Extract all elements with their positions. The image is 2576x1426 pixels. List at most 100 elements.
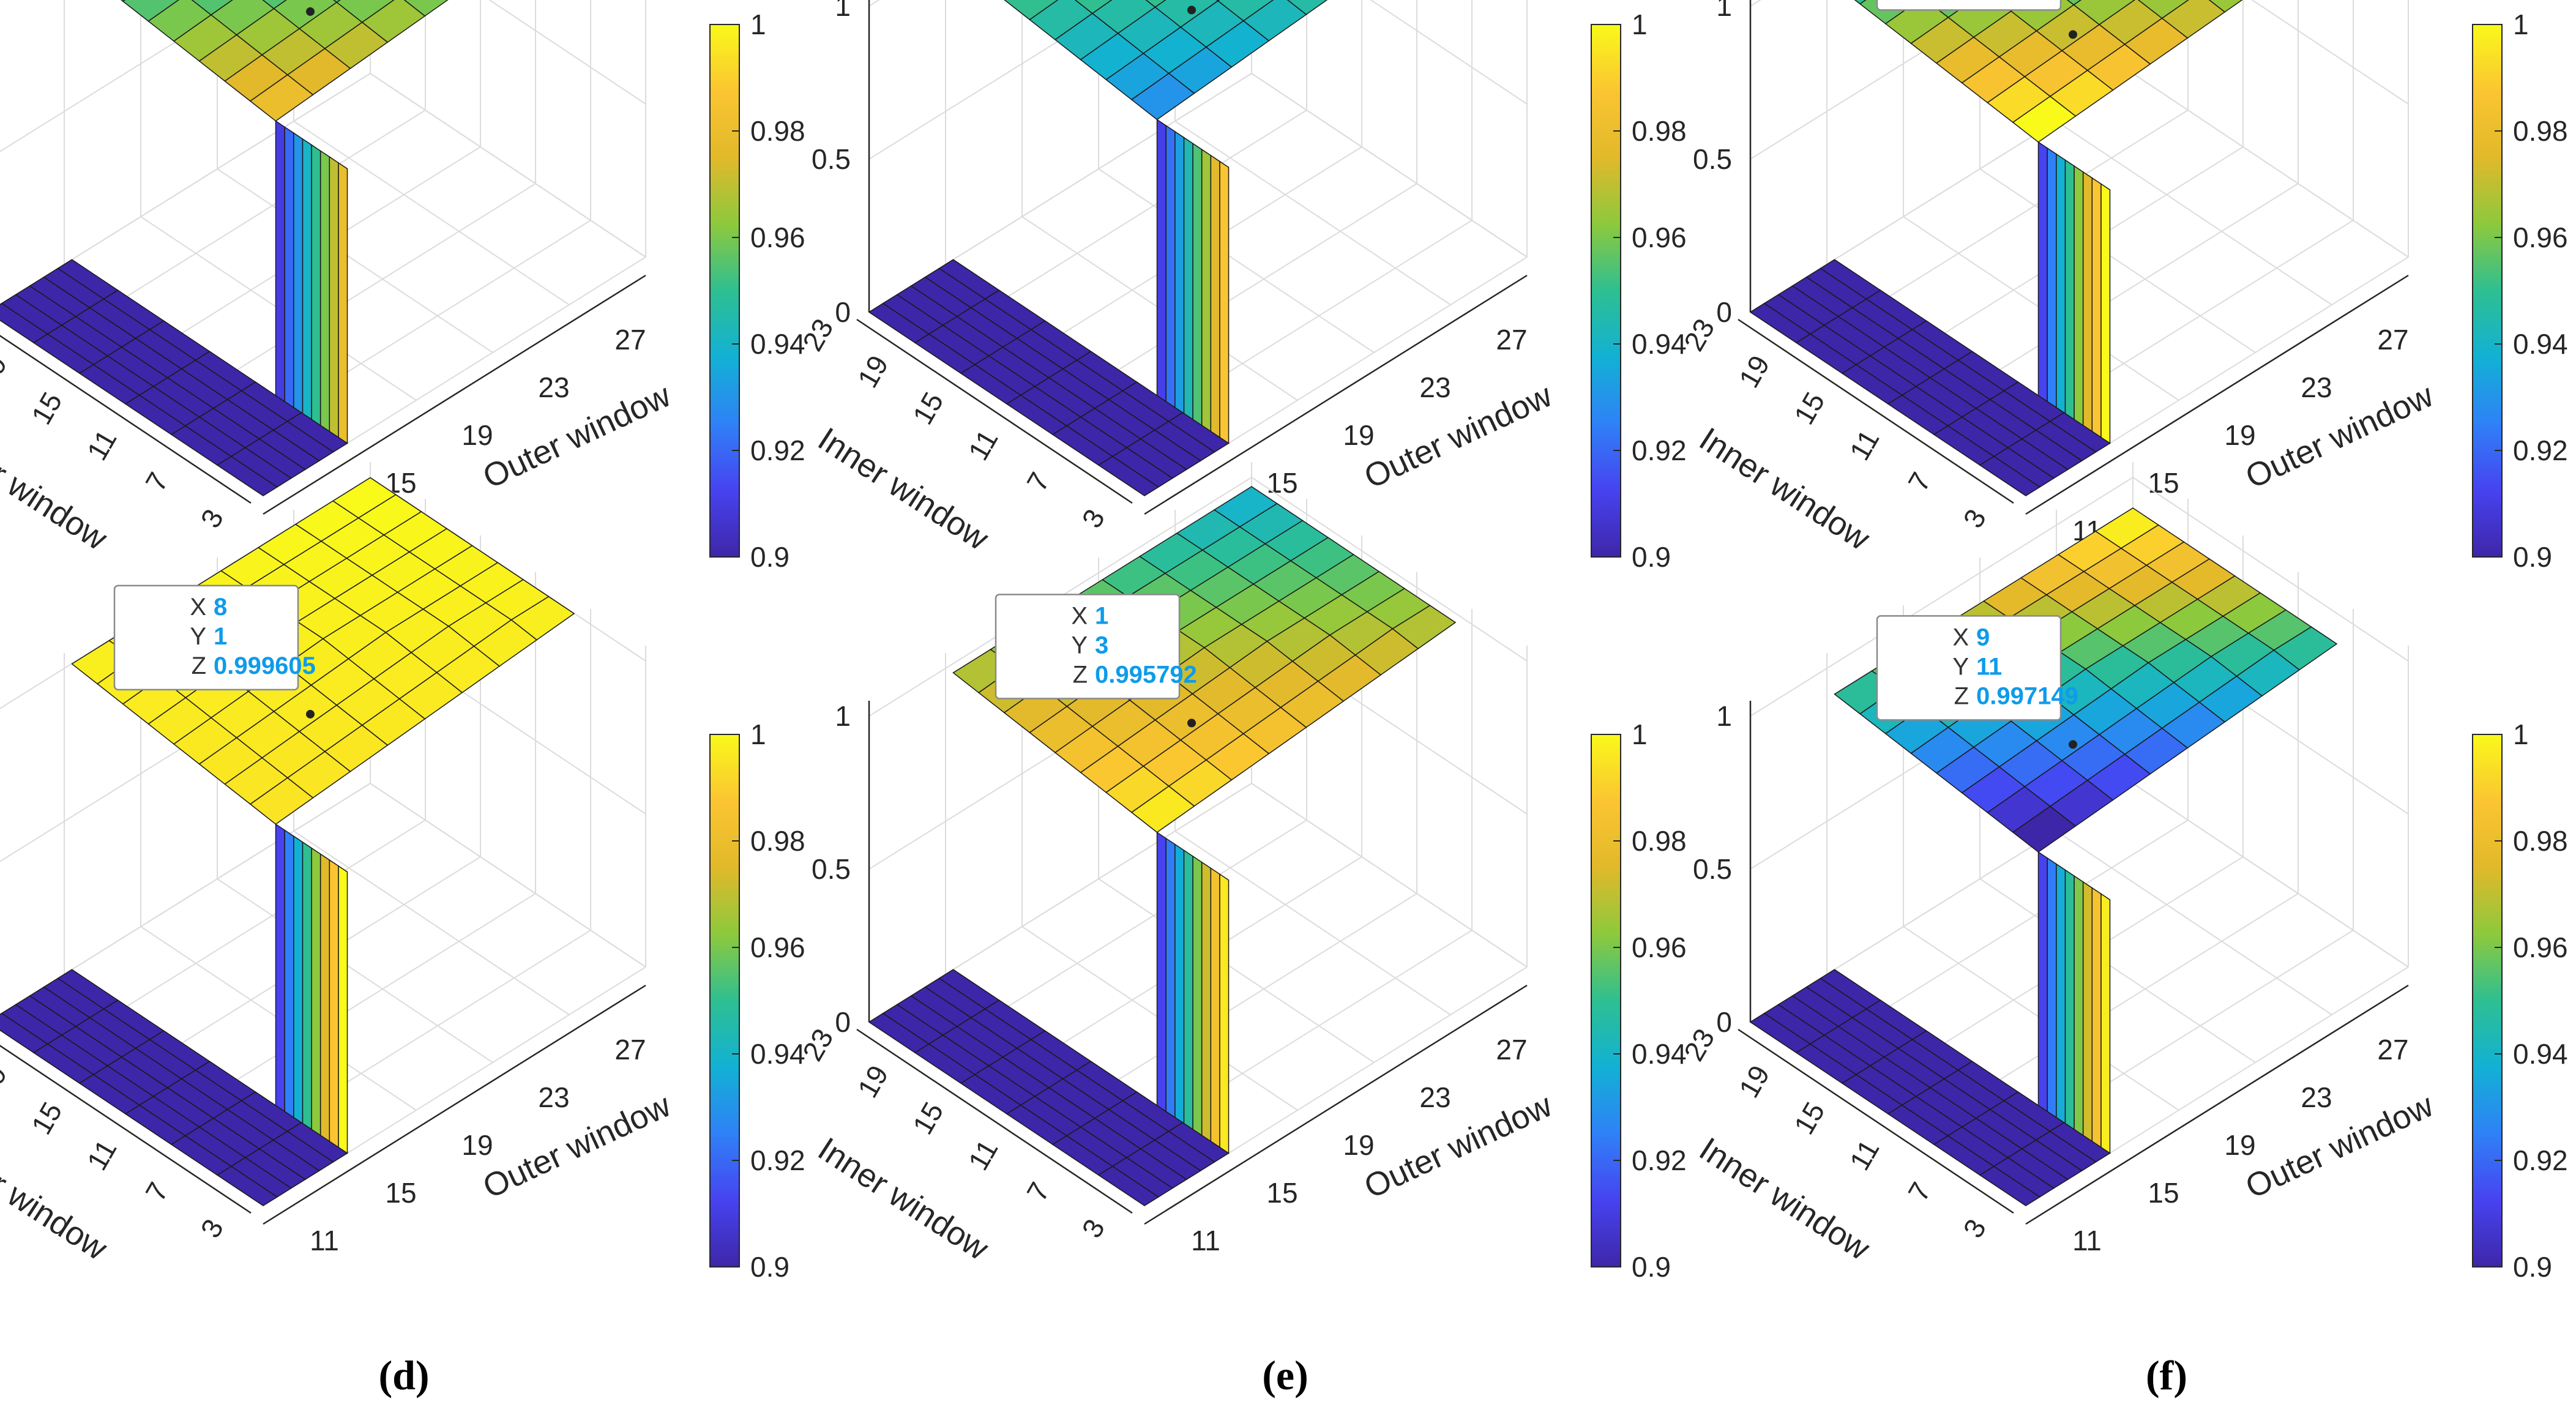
cliff-strip xyxy=(2037,851,2048,1113)
cliff-strip xyxy=(275,823,285,1113)
shelf-patch xyxy=(1145,0,1167,8)
cliff-strip xyxy=(1165,124,1176,409)
y-tick-label: 15 xyxy=(1788,387,1831,430)
floor-gridline-x xyxy=(1174,121,1451,305)
datatip-value-x: 1 xyxy=(1095,602,1108,629)
shelf-patch xyxy=(332,477,397,519)
x-tick-label: 19 xyxy=(1343,1129,1374,1161)
datatip-box xyxy=(113,584,299,691)
x-tick-label: 11 xyxy=(310,1225,339,1256)
datatip-marker xyxy=(1187,719,1196,728)
cliff-strip xyxy=(2082,881,2093,1143)
cliff-strip xyxy=(1183,136,1193,420)
surface xyxy=(868,0,1328,496)
floor-gridline-x xyxy=(2056,121,2332,305)
y-tick-label: 11 xyxy=(962,1134,1004,1175)
x-axis-line xyxy=(1144,984,1528,1225)
datatip-value-z: 0.997149 xyxy=(1976,682,2078,709)
floor-gridline-x xyxy=(1979,878,2256,1063)
datatip[interactable]: X3Y4Z0.975346 xyxy=(114,0,316,16)
datatip-value-x: 8 xyxy=(214,594,227,621)
datatip-key-x: X xyxy=(190,594,206,621)
colorbar-tick-label: 0.98 xyxy=(750,825,805,857)
colorbar-tick-label: 0.96 xyxy=(750,931,805,963)
datatip-value-y: 1 xyxy=(214,623,227,650)
datatip[interactable]: X 1Y 3Z 0.995792 xyxy=(995,594,1197,728)
y-axis-line xyxy=(0,1045,252,1214)
datatip[interactable]: X7Y9Z0.986563 xyxy=(996,0,1197,15)
x-tick-label: 11 xyxy=(1191,1225,1220,1256)
datatip[interactable]: X9Y6Z0.994336 xyxy=(1876,0,2078,39)
y-tick-label: 15 xyxy=(1788,1097,1831,1140)
cliff-strip xyxy=(311,144,321,427)
shelf-patch xyxy=(2094,507,2159,549)
z-tick-label: 0 xyxy=(1716,1006,1732,1038)
y-tick-label: 15 xyxy=(906,387,950,430)
x-tick-label: 27 xyxy=(1496,1034,1527,1066)
floor-gridline-x xyxy=(293,121,570,305)
datatip-key-y: Y xyxy=(1071,632,1088,659)
cliff-strip xyxy=(329,155,339,438)
panel-caption: (e) xyxy=(1262,1352,1308,1398)
cliff-strip xyxy=(1183,849,1193,1130)
floor-gridline-x xyxy=(1098,168,1375,353)
cliff-strip xyxy=(1201,148,1212,433)
cliff-strip xyxy=(2074,875,2084,1137)
datatip-marker xyxy=(306,7,315,16)
x-tick-label: 19 xyxy=(1343,419,1374,451)
cliff-strip xyxy=(2064,868,2075,1130)
y-tick-label: 19 xyxy=(851,1060,895,1103)
shelf-patch xyxy=(361,0,426,43)
cliff-strip xyxy=(1174,843,1185,1124)
cliff-strip xyxy=(2091,177,2102,438)
shelf-patch xyxy=(1004,0,1059,21)
x-tick-label: 23 xyxy=(538,371,569,403)
shelf-patch xyxy=(2067,0,2082,6)
y-tick-label: 19 xyxy=(0,350,13,393)
y-tick-label: 7 xyxy=(1902,467,1937,496)
y-tick-label: 7 xyxy=(1020,1177,1056,1206)
datatip[interactable]: X 9Y 11 Z 0.997149 xyxy=(1876,615,2078,749)
x-axis-label: Outer window xyxy=(477,1087,676,1206)
z-tick-label: 1 xyxy=(1716,0,1732,22)
y-axis-line xyxy=(1738,318,2014,504)
y-axis-line xyxy=(856,1028,1133,1214)
y-tick-label: 11 xyxy=(1843,1134,1886,1175)
colorbar-tick-label: 0.92 xyxy=(750,435,805,466)
colorbar-tick-label: 1 xyxy=(1632,719,1648,750)
x-axis-label: Outer window xyxy=(2240,377,2439,496)
colorbar-tick-label: 0.92 xyxy=(2513,1144,2568,1176)
panel-caption: (f) xyxy=(2146,1352,2187,1398)
cliff-strip xyxy=(311,847,321,1137)
datatip-key-z: Z xyxy=(1954,682,1969,709)
z-tick-label: 0 xyxy=(835,1006,851,1038)
colorbar-tick-label: 0.9 xyxy=(2513,1251,2552,1283)
datatip-key-x: X xyxy=(1952,624,1969,651)
cliff-strip xyxy=(2100,892,2111,1154)
datatip[interactable]: X 8Y 1Z 0.999605 xyxy=(113,584,316,719)
x-axis-label: Outer window xyxy=(477,377,676,496)
shelf-patch xyxy=(2161,0,2226,39)
z-tick-label: 0.5 xyxy=(1693,143,1732,175)
colorbar-tick-label: 0.98 xyxy=(1632,115,1687,147)
x-tick-label: 27 xyxy=(614,1034,646,1066)
x-tick-label: 11 xyxy=(2072,1225,2102,1256)
y-tick-label: 7 xyxy=(139,1177,174,1206)
x-tick-label: 15 xyxy=(2148,1177,2179,1209)
y-tick-label: 19 xyxy=(1733,350,1776,393)
cliff-strip xyxy=(2047,147,2057,409)
x-tick-label: 27 xyxy=(2377,324,2408,356)
cliff-strip xyxy=(329,859,339,1148)
colorbar-tick-label: 0.94 xyxy=(2513,1038,2568,1070)
colorbar-body xyxy=(1591,734,1621,1267)
surface xyxy=(1749,0,2243,496)
cliff-strip xyxy=(2064,159,2075,420)
z-tick-label: 0 xyxy=(835,296,851,328)
colorbar-tick-label: 1 xyxy=(2513,719,2529,750)
cliff-strip xyxy=(1174,130,1185,414)
cliff-strip xyxy=(1192,142,1203,427)
colorbar-body xyxy=(1591,24,1621,558)
x-tick-label: 19 xyxy=(461,419,493,451)
cliff-strip xyxy=(2056,863,2066,1124)
